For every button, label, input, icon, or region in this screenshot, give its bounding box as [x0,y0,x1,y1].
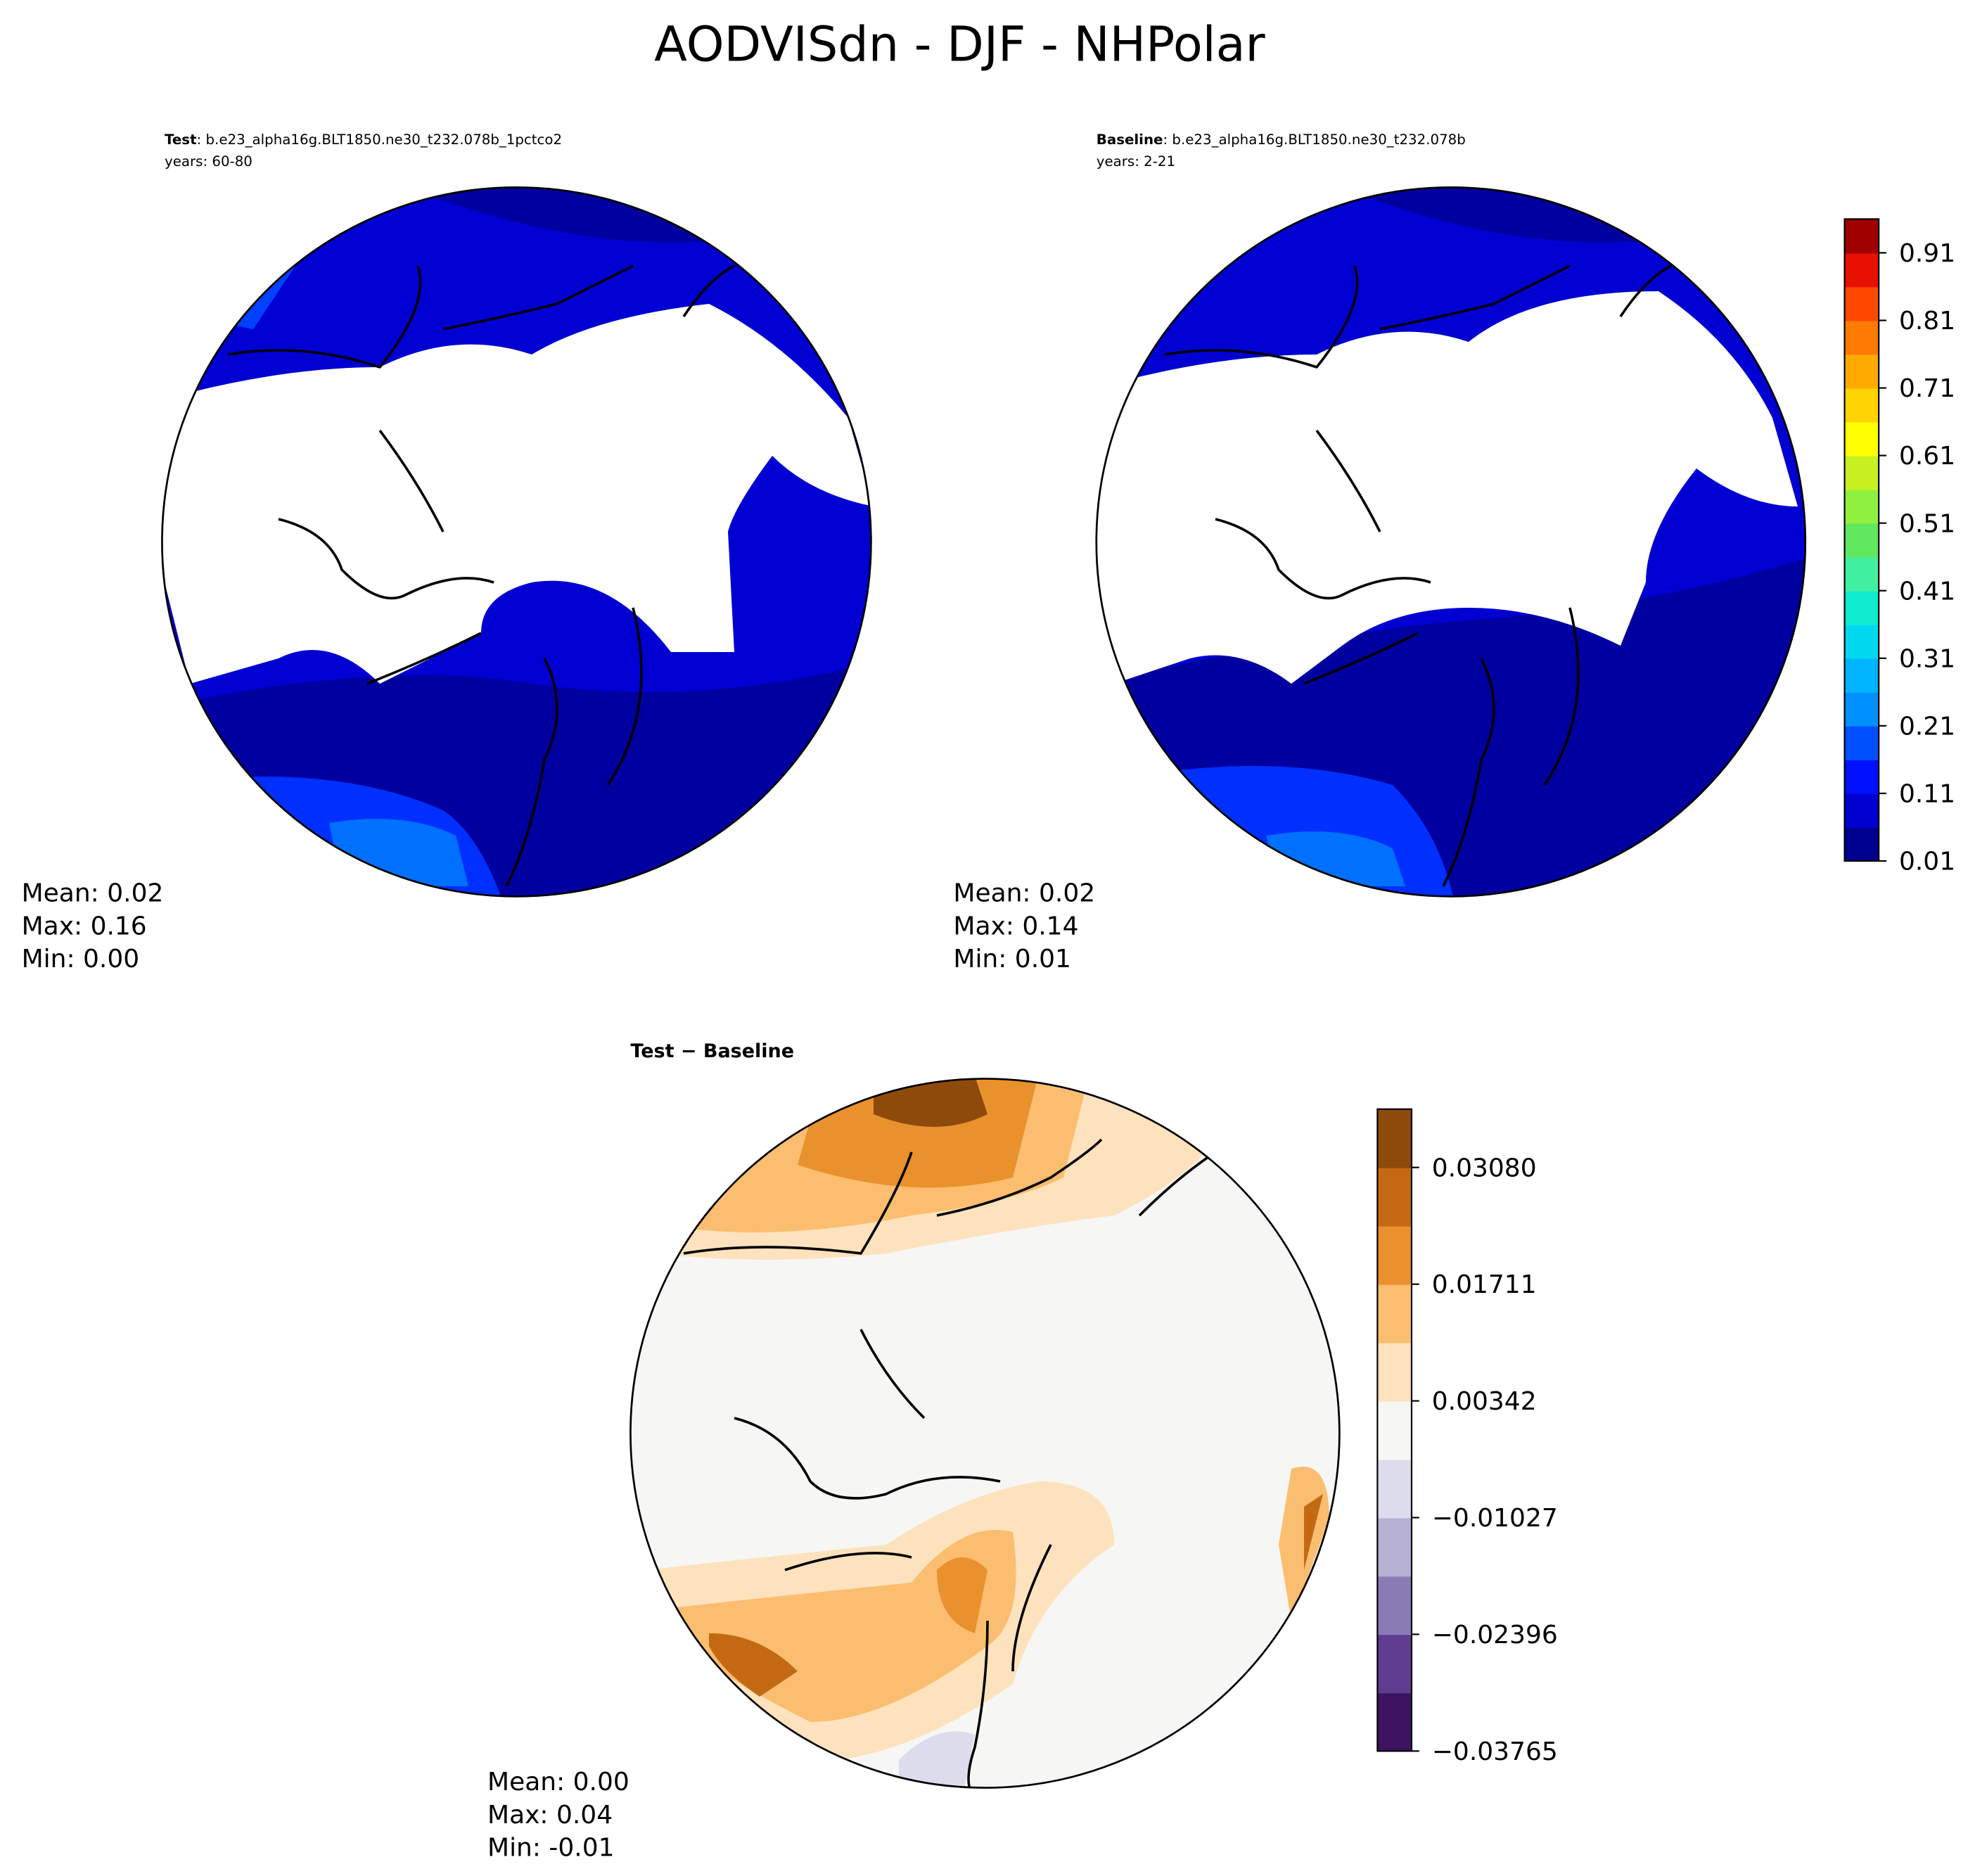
colorbar-level [1844,320,1879,355]
colorbar-tick-label: 0.11 [1899,780,1955,809]
panel-years: years: 2-21 [1097,153,1175,170]
colorbar-tick-label: −0.03765 [1432,1737,1558,1766]
colorbar-level [1377,1634,1412,1694]
colorbar-tick-label: 0.01711 [1432,1270,1537,1299]
map-boundary [1095,186,1807,898]
colorbar-tick-label: 0.41 [1899,577,1955,606]
map-baseline [1096,187,1805,897]
figure-title: AODVISdn - DJF - NHPolar [654,17,1265,72]
panel-stat: Mean: 0.00 [487,1768,629,1797]
colorbar-level [1377,1225,1412,1285]
panel-stat: Mean: 0.02 [953,879,1095,908]
panel-title: Test − Baseline [630,1040,794,1062]
colorbar-level [1844,793,1879,828]
colorbar-level [1377,1459,1412,1519]
colorbar-level [1377,1167,1412,1227]
colorbar-tick-label: 0.31 [1899,644,1955,673]
colorbar-tick-label: 0.81 [1899,307,1955,336]
colorbar-level [1844,455,1879,490]
colorbar-level [1844,590,1879,625]
colorbar-level [1844,421,1879,457]
map-boundary [161,186,872,898]
colorbar-level [1844,691,1879,727]
panel-case: : b.e23_alpha16g.BLT1850.ne30_t232.078b [1163,132,1465,148]
colorbar-level [1844,759,1879,794]
colorbar-tick-label: 0.00342 [1432,1387,1537,1416]
colorbar-tick-label: 0.01 [1899,848,1955,876]
colorbar-frame [1843,218,1880,862]
colorbar-level [1844,354,1879,389]
colorbar-level [1377,1576,1412,1635]
colorbar-level [1844,489,1879,524]
colorbar-tick-label: 0.21 [1899,712,1955,741]
colorbar-level [1377,1109,1412,1168]
panel-stat: Min: 0.01 [953,945,1071,974]
colorbar-level [1377,1342,1412,1402]
map-test [162,187,871,897]
panel-stat: Max: 0.04 [487,1801,613,1830]
colorbar-level [1377,1692,1412,1752]
colorbar-level [1844,253,1879,288]
colorbar-tick-label: −0.01027 [1432,1504,1558,1533]
panel-title: Test: b.e23_alpha16g.BLT1850.ne30_t232.0… [165,132,562,148]
colorbar-tick-label: 0.03080 [1432,1154,1537,1182]
colorbar-level [1844,286,1879,321]
panel-stat: Min: 0.00 [22,945,140,974]
colorbar-level [1377,1400,1412,1460]
panel-title: Baseline: b.e23_alpha16g.BLT1850.ne30_t2… [1097,132,1466,148]
colorbar-tick-label: 0.51 [1899,509,1955,538]
colorbar-level [1844,658,1879,693]
colorbar-level [1377,1284,1412,1344]
colorbar-level [1844,219,1879,254]
colorbar-tick-label: 0.71 [1899,374,1955,403]
panel-stat: Max: 0.16 [22,912,147,940]
colorbar-tick-label: 0.91 [1899,239,1955,268]
panel-name: Baseline [1097,132,1163,148]
map-boundary [629,1078,1341,1789]
colorbar-level [1844,388,1879,423]
colorbar-level [1844,725,1879,760]
colorbar-level [1377,1517,1412,1577]
panel-case: : b.e23_alpha16g.BLT1850.ne30_t232.078b_… [197,132,563,148]
colorbar-frame [1376,1108,1413,1752]
colorbar-tick-label: −0.02396 [1432,1621,1558,1650]
colorbar-level [1844,624,1879,659]
colorbar-level [1844,827,1879,862]
panel-years: years: 60-80 [165,153,253,170]
colorbar-tick-label: 0.61 [1899,442,1955,471]
colorbar-level [1844,523,1879,558]
panel-name: Test [165,132,197,148]
map-difference [630,1078,1340,1788]
panel-stat: Max: 0.14 [953,912,1078,940]
panel-stat: Mean: 0.02 [22,879,164,908]
panel-stat: Min: -0.01 [487,1834,615,1863]
colorbar-level [1844,556,1879,592]
